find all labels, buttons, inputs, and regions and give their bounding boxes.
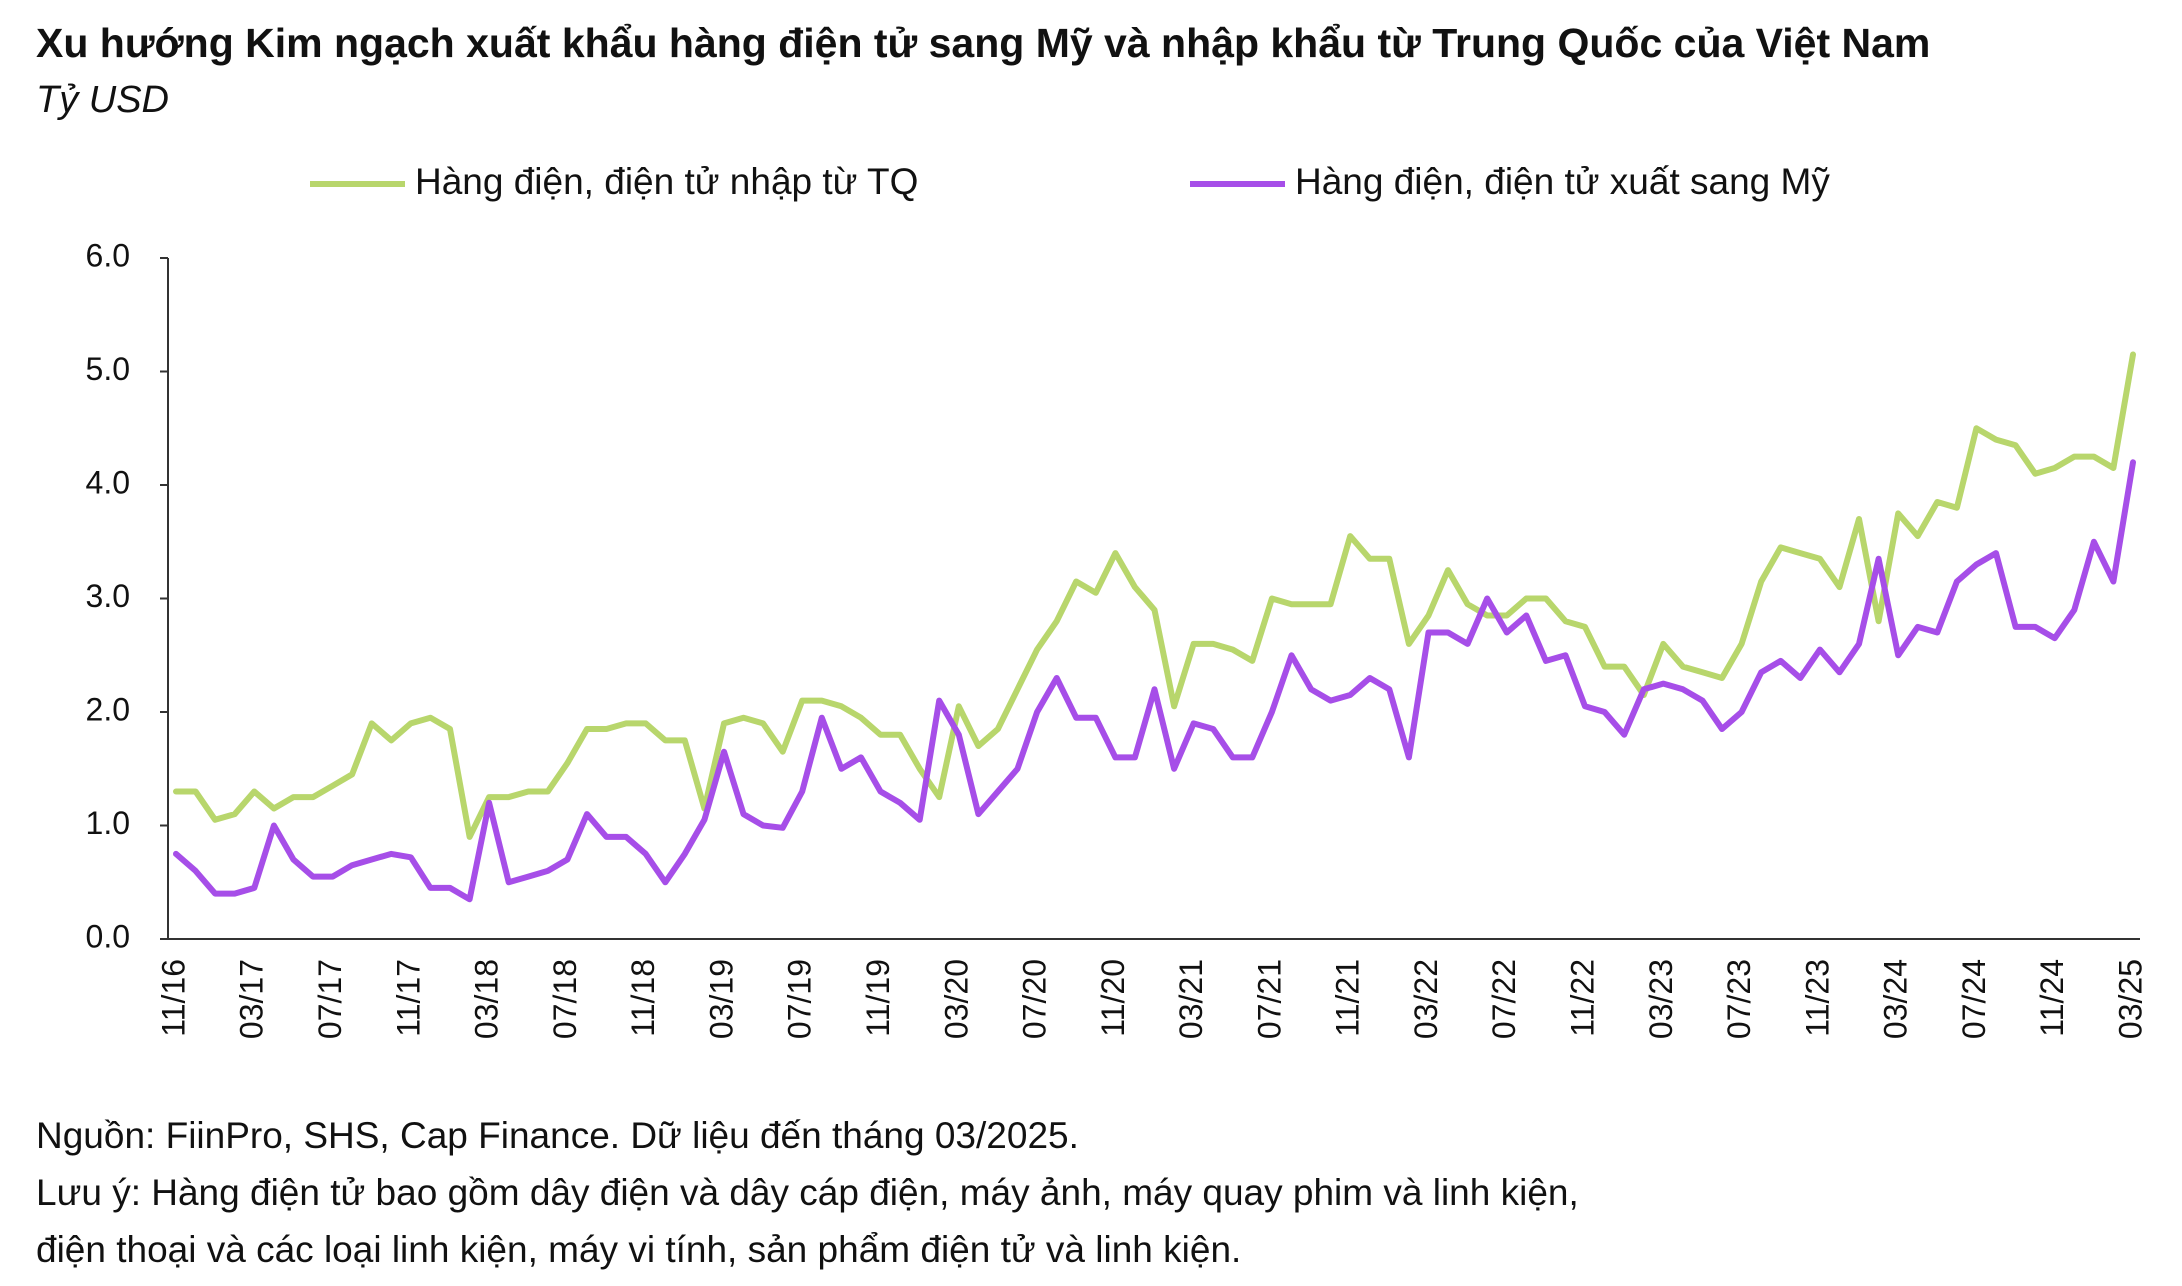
x-tick-label: 03/17 xyxy=(234,959,270,1039)
chart-subtitle: Tỷ USD xyxy=(36,79,169,121)
y-tick-label: 6.0 xyxy=(86,237,130,273)
y-tick-label: 5.0 xyxy=(86,351,130,387)
legend-label: Hàng điện, điện tử xuất sang Mỹ xyxy=(1295,161,1830,202)
x-tick-label: 03/18 xyxy=(469,959,505,1039)
x-tick-label: 03/21 xyxy=(1173,959,1209,1039)
x-tick-label: 11/16 xyxy=(155,959,191,1037)
legend-label: Hàng điện, điện tử nhập từ TQ xyxy=(415,161,918,202)
x-tick-label: 11/18 xyxy=(625,959,661,1037)
y-tick-label: 3.0 xyxy=(86,578,130,614)
x-tick-label: 07/22 xyxy=(1486,959,1522,1039)
x-tick-label: 03/20 xyxy=(938,959,974,1039)
x-tick-label: 11/22 xyxy=(1564,959,1600,1037)
y-tick-label: 2.0 xyxy=(86,691,130,727)
footnote: điện thoại và các loại linh kiện, máy vi… xyxy=(36,1229,1241,1270)
x-tick-label: 11/23 xyxy=(1799,959,1835,1037)
x-tick-label: 03/23 xyxy=(1643,959,1679,1039)
y-tick-label: 4.0 xyxy=(86,464,130,500)
x-tick-label: 03/22 xyxy=(1408,959,1444,1039)
data-line xyxy=(173,459,2136,903)
x-tick-label: 03/25 xyxy=(2112,959,2148,1039)
x-tick-label: 07/18 xyxy=(547,959,583,1039)
chart-title: Xu hướng Kim ngạch xuất khẩu hàng điện t… xyxy=(36,20,1930,66)
x-tick-label: 07/21 xyxy=(1251,959,1287,1039)
x-tick-label: 11/19 xyxy=(860,959,896,1037)
x-tick-label: 11/21 xyxy=(1330,959,1366,1037)
x-tick-label: 07/23 xyxy=(1721,959,1757,1039)
x-tick-label: 11/17 xyxy=(390,959,426,1037)
x-tick-label: 07/19 xyxy=(782,959,818,1039)
x-tick-label: 03/19 xyxy=(703,959,739,1039)
y-tick-label: 1.0 xyxy=(86,805,130,841)
x-tick-label: 03/24 xyxy=(1878,959,1914,1039)
footnote: Lưu ý: Hàng điện tử bao gồm dây điện và … xyxy=(36,1172,1579,1213)
x-tick-label: 11/20 xyxy=(1095,959,1131,1037)
x-tick-label: 11/24 xyxy=(2034,959,2070,1037)
x-tick-label: 07/20 xyxy=(1017,959,1053,1039)
y-tick-label: 0.0 xyxy=(86,918,130,954)
data-line xyxy=(173,351,2136,840)
footnote: Nguồn: FiinPro, SHS, Cap Finance. Dữ liệ… xyxy=(36,1115,1079,1156)
x-tick-label: 07/24 xyxy=(1956,959,1992,1039)
x-tick-label: 07/17 xyxy=(312,959,348,1039)
